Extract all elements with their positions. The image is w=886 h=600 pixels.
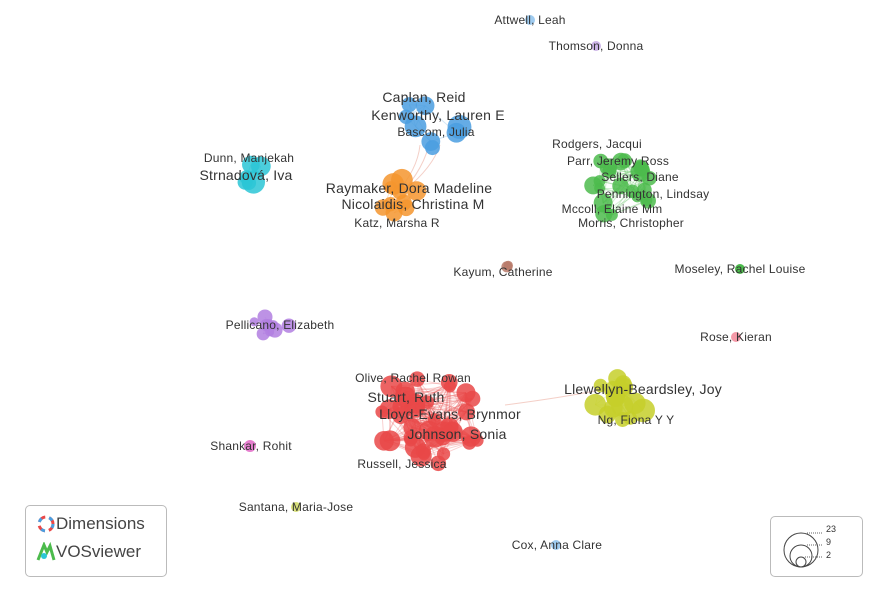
vosviewer-icon <box>36 542 56 561</box>
node-blue[interactable] <box>404 115 427 138</box>
node-brown[interactable] <box>501 261 513 273</box>
node-red[interactable] <box>404 433 418 447</box>
node-cyan[interactable] <box>251 156 271 177</box>
node-red[interactable] <box>458 403 476 421</box>
node-red[interactable] <box>430 455 447 472</box>
branding-box: Dimensions VOSviewer <box>25 505 167 577</box>
node-green[interactable] <box>612 177 629 195</box>
node-cyan[interactable] <box>239 170 254 185</box>
node-label[interactable]: Rodgers, Jacqui <box>552 137 642 151</box>
legend-value-medium: 9 <box>826 537 832 547</box>
node-lightblue[interactable] <box>551 540 561 550</box>
node-red[interactable] <box>456 383 476 403</box>
node-red[interactable] <box>443 380 456 393</box>
node-green[interactable] <box>593 193 613 213</box>
size-legend-circles <box>783 532 823 568</box>
node-red[interactable] <box>470 434 484 447</box>
node-green[interactable] <box>617 153 632 169</box>
node-blue[interactable] <box>415 96 435 116</box>
node-green[interactable] <box>584 176 603 195</box>
node-blue[interactable] <box>424 140 440 156</box>
node-label[interactable]: Ng, Fiona Y Y <box>597 413 675 427</box>
node-label[interactable]: Llewellyn-Beardsley, Joy <box>564 381 722 397</box>
node-red[interactable] <box>394 386 416 408</box>
node-label[interactable]: Parr, Jeremy Ross <box>566 154 670 168</box>
node-label[interactable]: Raymaker, Dora Madeline <box>325 180 493 196</box>
node-label[interactable]: Kayum, Catherine <box>453 265 553 279</box>
dimensions-logo: Dimensions <box>36 514 145 534</box>
node-label[interactable]: Attwell, Leah <box>494 13 566 27</box>
node-orange[interactable] <box>391 168 413 191</box>
node-label[interactable]: Moseley, Rachel Louise <box>674 262 806 276</box>
edge <box>504 389 601 406</box>
node-label[interactable]: Kenworthy, Lauren E <box>371 107 505 123</box>
node-red[interactable] <box>403 418 422 437</box>
node-purple[interactable] <box>249 317 259 327</box>
node-label[interactable]: Morris, Christopher <box>578 216 684 230</box>
node-yellow[interactable] <box>593 378 608 393</box>
node-label[interactable]: Nicolaidis, Christina M <box>341 196 485 212</box>
node-blue[interactable] <box>401 97 417 113</box>
node-label[interactable]: Lloyd-Evans, Brynmor <box>379 406 521 422</box>
node-label[interactable]: Bascom, Julia <box>397 125 475 139</box>
node-pink[interactable] <box>731 332 741 342</box>
node-red[interactable] <box>379 399 400 420</box>
legend-value-small: 2 <box>826 550 832 560</box>
node-orange[interactable] <box>406 181 427 201</box>
node-purple[interactable] <box>264 319 274 329</box>
node-green[interactable] <box>735 264 745 274</box>
node-label[interactable]: Rose, Kieran <box>700 330 772 344</box>
node-label[interactable]: Thomson, Donna <box>548 39 644 53</box>
node-green[interactable] <box>599 158 618 176</box>
node-lightblue[interactable] <box>525 15 535 25</box>
node-label[interactable]: Johnson, Sonia <box>407 426 507 442</box>
node-yellow[interactable] <box>631 398 656 423</box>
nodes <box>237 15 745 550</box>
vosviewer-label: VOSviewer <box>56 542 142 561</box>
node-label[interactable]: Santana, Maria-Jose <box>238 500 354 514</box>
node-red[interactable] <box>374 431 394 451</box>
node-blue[interactable] <box>447 115 472 139</box>
node-label[interactable]: Mccoll, Elaine Mm <box>561 202 663 216</box>
node-green[interactable] <box>625 184 640 199</box>
node-label[interactable]: Strnadová, Iva <box>199 167 293 183</box>
node-yellow[interactable] <box>613 377 634 398</box>
node-label[interactable]: Cox, Anna Clare <box>511 538 603 552</box>
node-label[interactable]: Stuart, Ruth <box>367 389 445 405</box>
node-green[interactable] <box>640 192 656 209</box>
vosviewer-logo: VOSviewer <box>36 542 141 562</box>
node-lime[interactable] <box>291 502 301 512</box>
node-label[interactable]: Pennington, Lindsay <box>596 187 710 201</box>
node-magenta[interactable] <box>244 440 256 452</box>
node-label[interactable]: Dunn, Manjekah <box>203 151 295 165</box>
node-purple[interactable] <box>281 318 297 333</box>
dimensions-icon <box>37 515 55 533</box>
edge <box>405 390 466 394</box>
node-red[interactable] <box>409 371 425 387</box>
node-red[interactable] <box>417 448 430 461</box>
dimensions-label: Dimensions <box>56 514 145 533</box>
node-label[interactable]: Pellicano, Elizabeth <box>225 318 335 332</box>
node-label[interactable]: Caplan, Reid <box>382 89 466 105</box>
node-green[interactable] <box>634 159 646 171</box>
node-label[interactable]: Russell, Jessica <box>357 457 447 471</box>
node-yellow[interactable] <box>603 399 623 418</box>
size-legend: 23 9 2 <box>770 516 863 577</box>
node-red[interactable] <box>420 395 435 409</box>
node-label[interactable]: Katz, Marsha R <box>354 216 440 230</box>
node-label[interactable]: Shankar, Rohit <box>210 439 292 453</box>
node-label[interactable]: Sellers, Diane <box>601 170 679 184</box>
node-orange[interactable] <box>383 197 398 212</box>
node-lavender[interactable] <box>591 41 601 51</box>
node-purple[interactable] <box>256 327 270 341</box>
node-orange[interactable] <box>384 181 397 194</box>
legend-value-large: 23 <box>826 524 837 534</box>
node-label[interactable]: Olive, Rachel Rowan <box>355 371 471 385</box>
node-red[interactable] <box>434 428 452 446</box>
